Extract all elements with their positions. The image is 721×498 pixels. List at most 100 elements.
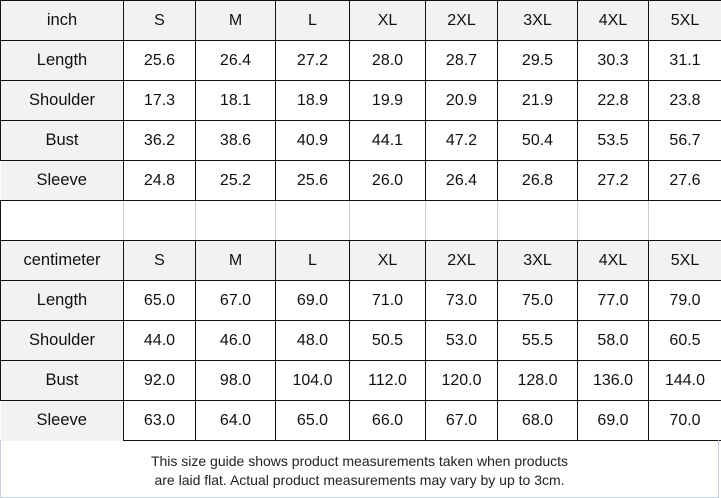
measurement-value: 25.2	[195, 160, 276, 201]
measurement-value: 21.9	[497, 80, 578, 121]
measurement-value: 75.0	[497, 280, 578, 321]
measurement-value: 92.0	[123, 360, 196, 401]
measurement-value: 50.4	[497, 120, 578, 161]
size-guide-note: This size guide shows product measuremen…	[0, 440, 719, 498]
measurement-value: 26.4	[195, 40, 276, 81]
size-header: S	[123, 0, 196, 41]
note-line: are laid flat. Actual product measuremen…	[154, 472, 565, 488]
unit-label: inch	[0, 0, 124, 41]
measurement-value: 69.0	[275, 280, 350, 321]
measurement-value: 19.9	[349, 80, 426, 121]
size-table: inch S M L XL 2XL 3XL 4XL 5XL Length 25.6 26.4 27.2 2…	[0, 0, 721, 441]
measurement-value: 112.0	[349, 360, 426, 401]
measurement-value: 73.0	[425, 280, 498, 321]
measurement-value: 44.1	[349, 120, 426, 161]
measurement-label: Sleeve	[0, 400, 124, 441]
measurement-value: 79.0	[648, 280, 721, 321]
size-header: 2XL	[425, 0, 498, 41]
measurement-value: 55.5	[497, 320, 578, 361]
measurement-value: 136.0	[577, 360, 649, 401]
measurement-value: 18.1	[195, 80, 276, 121]
measurement-value: 46.0	[195, 320, 276, 361]
measurement-value: 38.6	[195, 120, 276, 161]
measurement-value: 48.0	[275, 320, 350, 361]
table-row: Length 25.6 26.4 27.2 28.0 28.7 29.5 30.3 31.1	[0, 40, 721, 81]
measurement-value: 63.0	[123, 400, 196, 441]
measurement-value: 98.0	[195, 360, 276, 401]
measurement-value: 47.2	[425, 120, 498, 161]
note-line: This size guide shows product measuremen…	[150, 453, 569, 469]
measurement-value: 66.0	[349, 400, 426, 441]
measurement-value: 144.0	[648, 360, 721, 401]
measurement-value: 71.0	[349, 280, 426, 321]
table-row: Bust 92.0 98.0 104.0 112.0 120.0 128.0 136.0 144…	[0, 360, 721, 401]
measurement-value: 50.5	[349, 320, 426, 361]
size-header: 4XL	[577, 0, 649, 41]
measurement-value: 28.7	[425, 40, 498, 81]
measurement-value: 17.3	[123, 80, 196, 121]
size-header: M	[195, 0, 276, 41]
measurement-value: 69.0	[577, 400, 649, 441]
measurement-value: 18.9	[275, 80, 350, 121]
measurement-label: Length	[0, 40, 124, 81]
size-header: 3XL	[497, 240, 578, 281]
empty-cell	[275, 200, 350, 241]
empty-cell	[648, 200, 721, 241]
measurement-label: Bust	[0, 120, 124, 161]
empty-cell	[497, 200, 578, 241]
table-row: Shoulder 17.3 18.1 18.9 19.9 20.9 21.9 22.8 23.8	[0, 80, 721, 121]
size-header: XL	[349, 0, 426, 41]
size-header: 5XL	[648, 240, 721, 281]
table-row: Sleeve 24.8 25.2 25.6 26.0 26.4 26.8 27.2 27.6	[0, 160, 721, 201]
measurement-value: 24.8	[123, 160, 196, 201]
measurement-value: 27.2	[275, 40, 350, 81]
empty-cell	[195, 200, 276, 241]
measurement-value: 27.2	[577, 160, 649, 201]
measurement-value: 77.0	[577, 280, 649, 321]
measurement-value: 25.6	[275, 160, 350, 201]
measurement-value: 23.8	[648, 80, 721, 121]
size-header: 4XL	[577, 240, 649, 281]
measurement-label: Sleeve	[0, 160, 124, 201]
measurement-value: 26.4	[425, 160, 498, 201]
measurement-value: 64.0	[195, 400, 276, 441]
size-header: 3XL	[497, 0, 578, 41]
measurement-value: 28.0	[349, 40, 426, 81]
measurement-value: 30.3	[577, 40, 649, 81]
measurement-value: 26.0	[349, 160, 426, 201]
measurement-value: 65.0	[275, 400, 350, 441]
measurement-value: 40.9	[275, 120, 350, 161]
measurement-value: 104.0	[275, 360, 350, 401]
empty-cell	[577, 200, 649, 241]
measurement-value: 36.2	[123, 120, 196, 161]
size-header: S	[123, 240, 196, 281]
measurement-value: 22.8	[577, 80, 649, 121]
unit-label: centimeter	[0, 240, 124, 281]
measurement-value: 53.0	[425, 320, 498, 361]
measurement-value: 128.0	[497, 360, 578, 401]
measurement-value: 20.9	[425, 80, 498, 121]
measurement-value: 25.6	[123, 40, 196, 81]
centimeter-header-row: centimeter S M L XL 2XL 3XL 4XL 5XL	[0, 240, 721, 281]
table-row: Length 65.0 67.0 69.0 71.0 73.0 75.0 77.0 79.0	[0, 280, 721, 321]
measurement-value: 60.5	[648, 320, 721, 361]
measurement-value: 26.8	[497, 160, 578, 201]
measurement-value: 44.0	[123, 320, 196, 361]
measurement-label: Shoulder	[0, 80, 124, 121]
size-header: 2XL	[425, 240, 498, 281]
empty-cell	[425, 200, 498, 241]
measurement-label: Bust	[0, 360, 124, 401]
table-row: Sleeve 63.0 64.0 65.0 66.0 67.0 68.0 69.0 70.0	[0, 400, 721, 441]
size-header: M	[195, 240, 276, 281]
size-header: 5XL	[648, 0, 721, 41]
table-row: Shoulder 44.0 46.0 48.0 50.5 53.0 55.5 58.0 60.5	[0, 320, 721, 361]
measurement-value: 56.7	[648, 120, 721, 161]
measurement-value: 58.0	[577, 320, 649, 361]
empty-cell	[0, 200, 124, 241]
measurement-value: 31.1	[648, 40, 721, 81]
measurement-value: 29.5	[497, 40, 578, 81]
measurement-value: 68.0	[497, 400, 578, 441]
empty-cell	[349, 200, 426, 241]
measurement-value: 67.0	[425, 400, 498, 441]
